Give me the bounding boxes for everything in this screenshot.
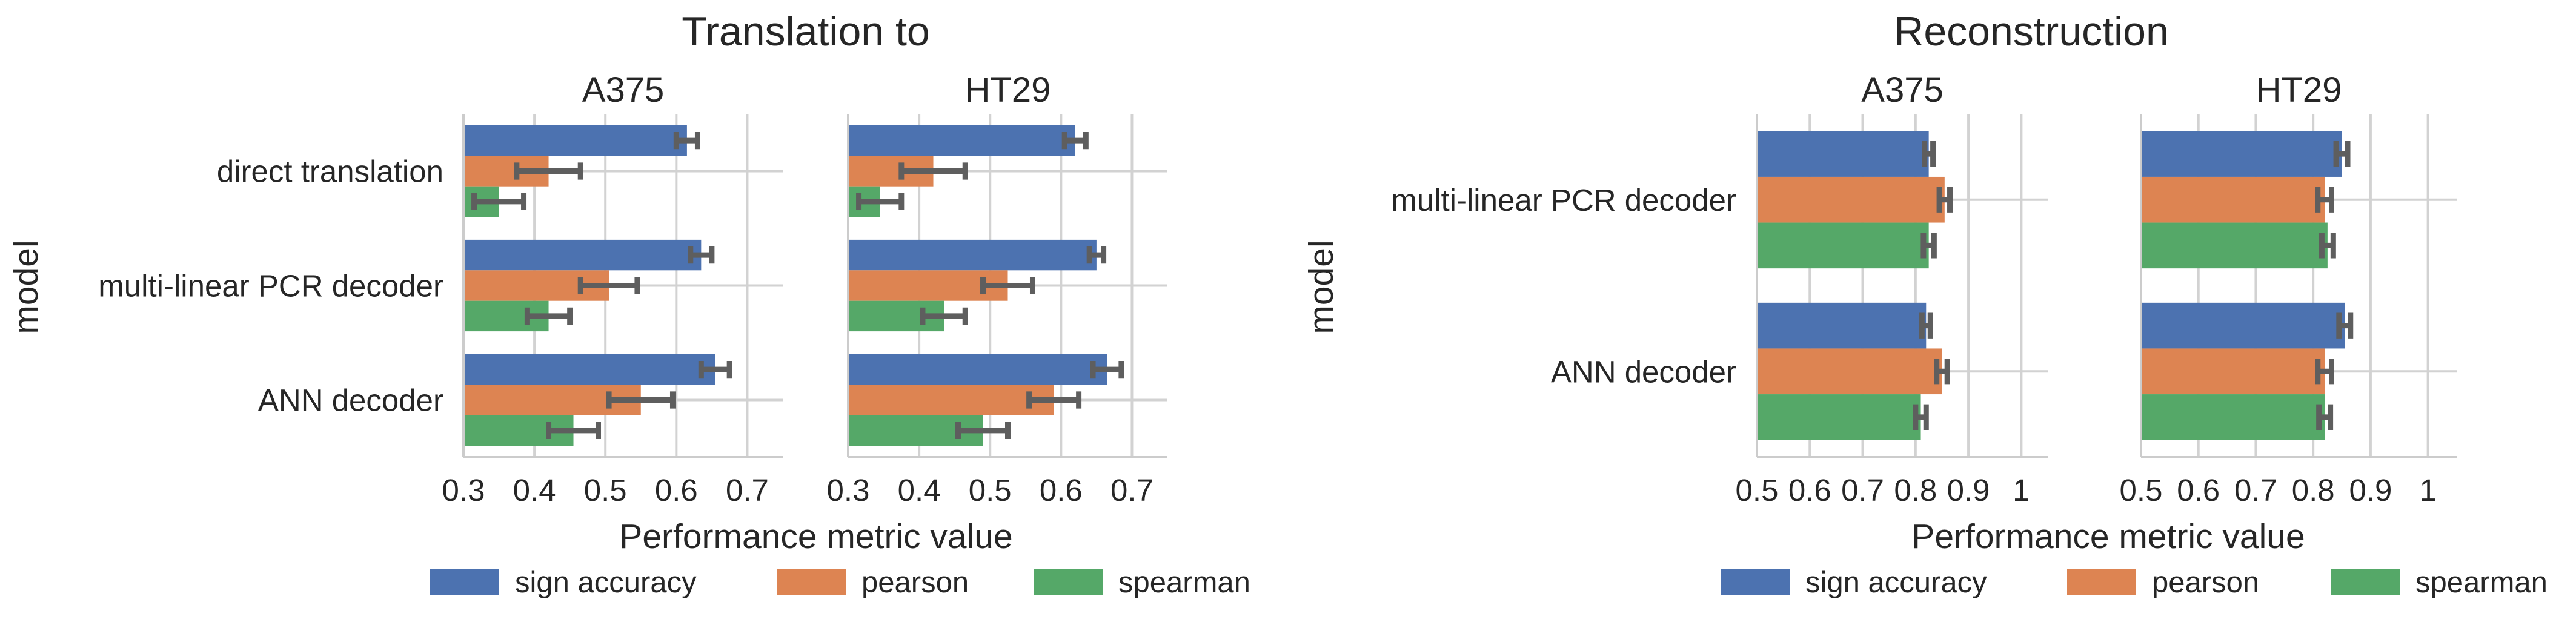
y-tick-label-multi-linear-pcr-decoder: multi-linear PCR decoder xyxy=(98,269,443,303)
y-tick-label-ann-decoder: ANN decoder xyxy=(1551,354,1736,389)
bar-ann-decoder-spearman xyxy=(1757,394,1921,440)
y-tick-label-direct-translation: direct translation xyxy=(217,154,443,189)
x-tick-label: 1 xyxy=(2419,473,2436,508)
translation-suptitle: Translation to xyxy=(682,8,929,55)
facet-title-ht29: HT29 xyxy=(965,70,1051,110)
bar-multi-linear-pcr-decoder-pearson xyxy=(2141,176,2325,223)
panel-translation-to-a375: 0.3 0.4 0.5 0.6 0.7 A375 xyxy=(442,70,783,508)
legend-swatch-spearman xyxy=(2331,569,2400,595)
x-tick-label: 0.6 xyxy=(1040,473,1083,508)
x-tick-label: 0.9 xyxy=(2349,473,2392,508)
bar-multi-linear-pcr-decoder-spearman xyxy=(1757,222,1929,269)
bar-direct-translation-sign-accuracy xyxy=(463,125,687,156)
x-tick-label: 0.6 xyxy=(1788,473,1831,508)
y-tick-label-multi-linear-pcr-decoder: multi-linear PCR decoder xyxy=(1391,183,1736,217)
bar-ann-decoder-sign-accuracy xyxy=(2141,302,2345,349)
bar-ann-decoder-pearson xyxy=(2141,348,2325,395)
plots-layer: 0.3 0.4 0.5 0.6 0.7 A375 0.3 0.4 0.5 0.6 0.7 HT29 di… xyxy=(98,70,2457,508)
x-tick-label: 0.7 xyxy=(726,473,769,508)
legend-swatch-sign-accuracy xyxy=(1721,569,1790,595)
bar-ann-decoder-spearman xyxy=(2141,394,2325,440)
bar-multi-linear-pcr-decoder-sign-accuracy xyxy=(463,239,702,271)
reconstruction-ylabel: model xyxy=(1302,240,1341,334)
x-tick-label: 0.4 xyxy=(898,473,941,508)
x-tick-label: 0.7 xyxy=(2234,473,2277,508)
x-tick-label: 0.9 xyxy=(1947,473,1990,508)
facet-title-a375: A375 xyxy=(582,70,664,110)
legend-swatch-sign-accuracy xyxy=(430,569,499,595)
panel-reconstruction-a375: 0.5 0.6 0.7 0.8 0.9 1 A375 xyxy=(1736,70,2048,508)
legend-label-pearson: pearson xyxy=(861,566,969,599)
bar-ann-decoder-sign-accuracy xyxy=(463,354,715,385)
x-tick-label: 0.5 xyxy=(969,473,1012,508)
x-tick-label: 0.8 xyxy=(2292,473,2335,508)
x-tick-label: 0.6 xyxy=(2177,473,2220,508)
translation-ylabel: model xyxy=(7,240,45,334)
translation-legend: sign accuracy pearson spearman xyxy=(430,566,1250,599)
x-tick-label: 0.5 xyxy=(1736,473,1779,508)
bar-ann-decoder-sign-accuracy xyxy=(1757,302,1927,349)
reconstruction-xlabel: Performance metric value xyxy=(1911,517,2305,556)
reconstruction-legend: sign accuracy pearson spearman xyxy=(1721,566,2548,599)
panel-translation-to-ht29: 0.3 0.4 0.5 0.6 0.7 HT29 xyxy=(827,70,1167,508)
x-tick-label: 0.3 xyxy=(827,473,870,508)
legend-label-spearman: spearman xyxy=(2415,566,2548,599)
legend-label-pearson: pearson xyxy=(2152,566,2259,599)
bar-ann-decoder-sign-accuracy xyxy=(848,354,1107,385)
x-tick-label: 0.6 xyxy=(655,473,698,508)
legend-swatch-pearson xyxy=(777,569,846,595)
legend-swatch-pearson xyxy=(2067,569,2136,595)
x-tick-label: 0.5 xyxy=(584,473,627,508)
panel-reconstruction-ht29: 0.5 0.6 0.7 0.8 0.9 1 HT29 xyxy=(2120,70,2457,508)
x-tick-label: 0.8 xyxy=(1894,473,1937,508)
facet-title-a375: A375 xyxy=(1861,70,1943,110)
bar-ann-decoder-pearson xyxy=(848,385,1054,415)
x-tick-label: 0.7 xyxy=(1841,473,1884,508)
legend-label-sign-accuracy: sign accuracy xyxy=(1805,566,1987,599)
x-tick-label: 0.3 xyxy=(442,473,485,508)
legend-label-sign-accuracy: sign accuracy xyxy=(515,566,697,599)
x-tick-label: 0.5 xyxy=(2120,473,2163,508)
translation-xlabel: Performance metric value xyxy=(619,517,1012,556)
reconstruction-suptitle: Reconstruction xyxy=(1894,8,2169,55)
x-tick-label: 1 xyxy=(2013,473,2030,508)
y-tick-label-ann-decoder: ANN decoder xyxy=(258,383,443,418)
bar-ann-decoder-pearson xyxy=(1757,348,1942,395)
legend-label-spearman: spearman xyxy=(1118,566,1250,599)
bar-multi-linear-pcr-decoder-sign-accuracy xyxy=(848,239,1097,271)
x-tick-label: 0.4 xyxy=(513,473,556,508)
legend-swatch-spearman xyxy=(1034,569,1103,595)
bar-multi-linear-pcr-decoder-sign-accuracy xyxy=(2141,131,2342,177)
bar-multi-linear-pcr-decoder-spearman xyxy=(2141,222,2328,269)
facet-title-ht29: HT29 xyxy=(2256,70,2342,110)
bar-multi-linear-pcr-decoder-sign-accuracy xyxy=(1757,131,1929,177)
x-tick-label: 0.7 xyxy=(1110,473,1154,508)
bar-multi-linear-pcr-decoder-pearson xyxy=(1757,176,1945,223)
bar-direct-translation-sign-accuracy xyxy=(848,125,1075,156)
